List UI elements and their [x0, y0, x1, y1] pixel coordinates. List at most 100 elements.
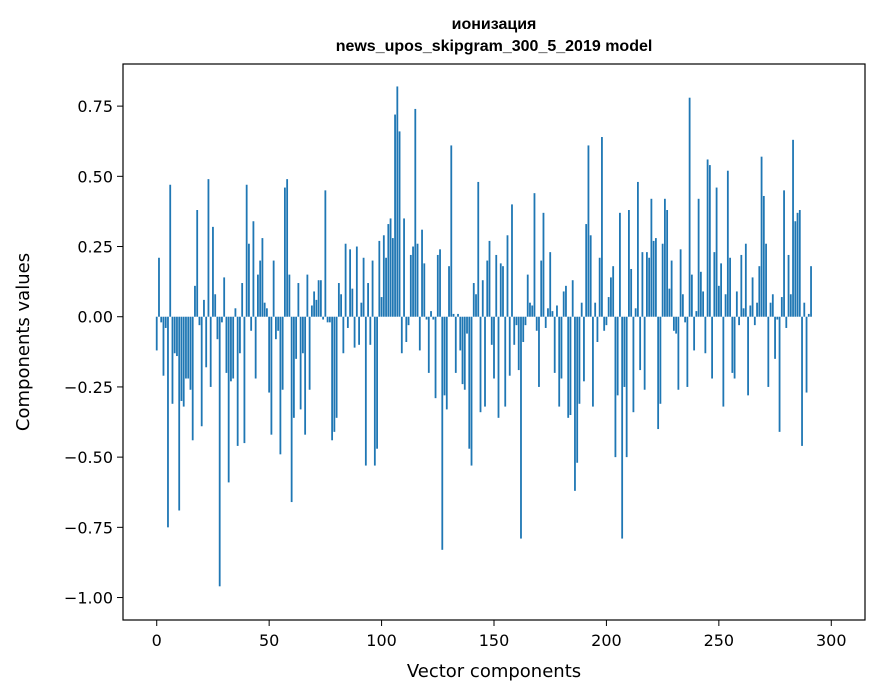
bar [531, 305, 534, 317]
bar [301, 316, 304, 354]
x-axis-ticks: 0 50 100 150 200 250 300 [152, 620, 847, 650]
bar [405, 316, 408, 342]
bar [189, 316, 192, 390]
bar [412, 246, 414, 317]
bar [342, 316, 345, 354]
bar [547, 308, 549, 317]
bar [724, 294, 727, 317]
bar [695, 311, 698, 317]
bar [733, 316, 736, 379]
bar [558, 316, 561, 407]
bar [178, 316, 181, 511]
bar [292, 316, 295, 418]
bar [450, 145, 453, 317]
bar [731, 316, 734, 373]
bar [778, 316, 781, 432]
y-axis-label: Components values [13, 253, 34, 431]
bar [185, 316, 187, 379]
bar [239, 316, 241, 354]
bar [504, 316, 507, 407]
bar [780, 297, 783, 317]
bar [583, 316, 585, 382]
bar [578, 316, 581, 404]
bars-group [155, 86, 812, 587]
bar [760, 156, 763, 317]
bar [511, 204, 513, 317]
bar [771, 294, 774, 317]
bar [250, 316, 253, 331]
bar [765, 243, 767, 317]
bar [479, 316, 482, 413]
bar [275, 316, 277, 340]
bar [661, 243, 664, 317]
bar [310, 305, 313, 317]
bar [663, 198, 666, 317]
bar [619, 212, 621, 317]
bar [281, 316, 284, 390]
bar [427, 316, 430, 373]
chart-title: ионизация [452, 16, 537, 33]
bar [171, 316, 174, 404]
bar [270, 316, 273, 435]
bar [378, 240, 381, 317]
bar [513, 316, 516, 345]
bar [744, 243, 747, 317]
bar [798, 210, 801, 317]
bar [756, 302, 758, 317]
bar [362, 257, 365, 317]
bar [792, 139, 794, 317]
bar [598, 257, 601, 317]
bar [585, 224, 588, 317]
bar [216, 316, 219, 340]
bar [634, 308, 637, 317]
bar [776, 316, 779, 320]
bar [553, 316, 556, 373]
bar [758, 266, 761, 317]
bar [326, 316, 329, 323]
bar [729, 257, 731, 317]
bar [767, 316, 770, 387]
bar [387, 224, 390, 317]
bar [234, 308, 237, 317]
bar [394, 114, 396, 317]
y-axis-ticks: −1.00 −0.75 −0.50 −0.25 0.00 0.25 0.50 0.75 [64, 97, 123, 608]
bar [283, 187, 286, 317]
bar [196, 210, 199, 317]
bar [261, 238, 264, 317]
bar [711, 316, 713, 379]
bar [391, 238, 394, 317]
bar [517, 316, 520, 371]
bar [297, 283, 300, 317]
bar [248, 243, 250, 317]
bar [560, 316, 563, 379]
bar [304, 316, 307, 435]
bar [484, 316, 486, 407]
bar [409, 254, 412, 317]
bar [515, 316, 518, 326]
bar [621, 316, 624, 539]
bar [335, 316, 338, 418]
bar [708, 165, 711, 317]
bar [605, 316, 608, 326]
bar [556, 305, 558, 317]
bar [466, 316, 468, 334]
bar [794, 221, 797, 317]
bar [403, 218, 405, 317]
bar [787, 254, 790, 317]
bar [445, 316, 448, 410]
bar [735, 291, 738, 317]
bar [155, 316, 158, 351]
bar [232, 316, 235, 379]
x-tick-label: 50 [259, 631, 279, 650]
bar [371, 260, 374, 317]
bar [713, 252, 716, 317]
bar [690, 274, 693, 317]
bar [243, 316, 246, 444]
bar [720, 263, 722, 317]
bar [180, 316, 183, 401]
bar [652, 240, 655, 317]
bar [268, 316, 271, 393]
y-tick-label: 0.25 [77, 238, 113, 257]
bar [259, 260, 262, 317]
chart-subtitle: news_upos_skipgram_300_5_2019 model [336, 38, 653, 55]
